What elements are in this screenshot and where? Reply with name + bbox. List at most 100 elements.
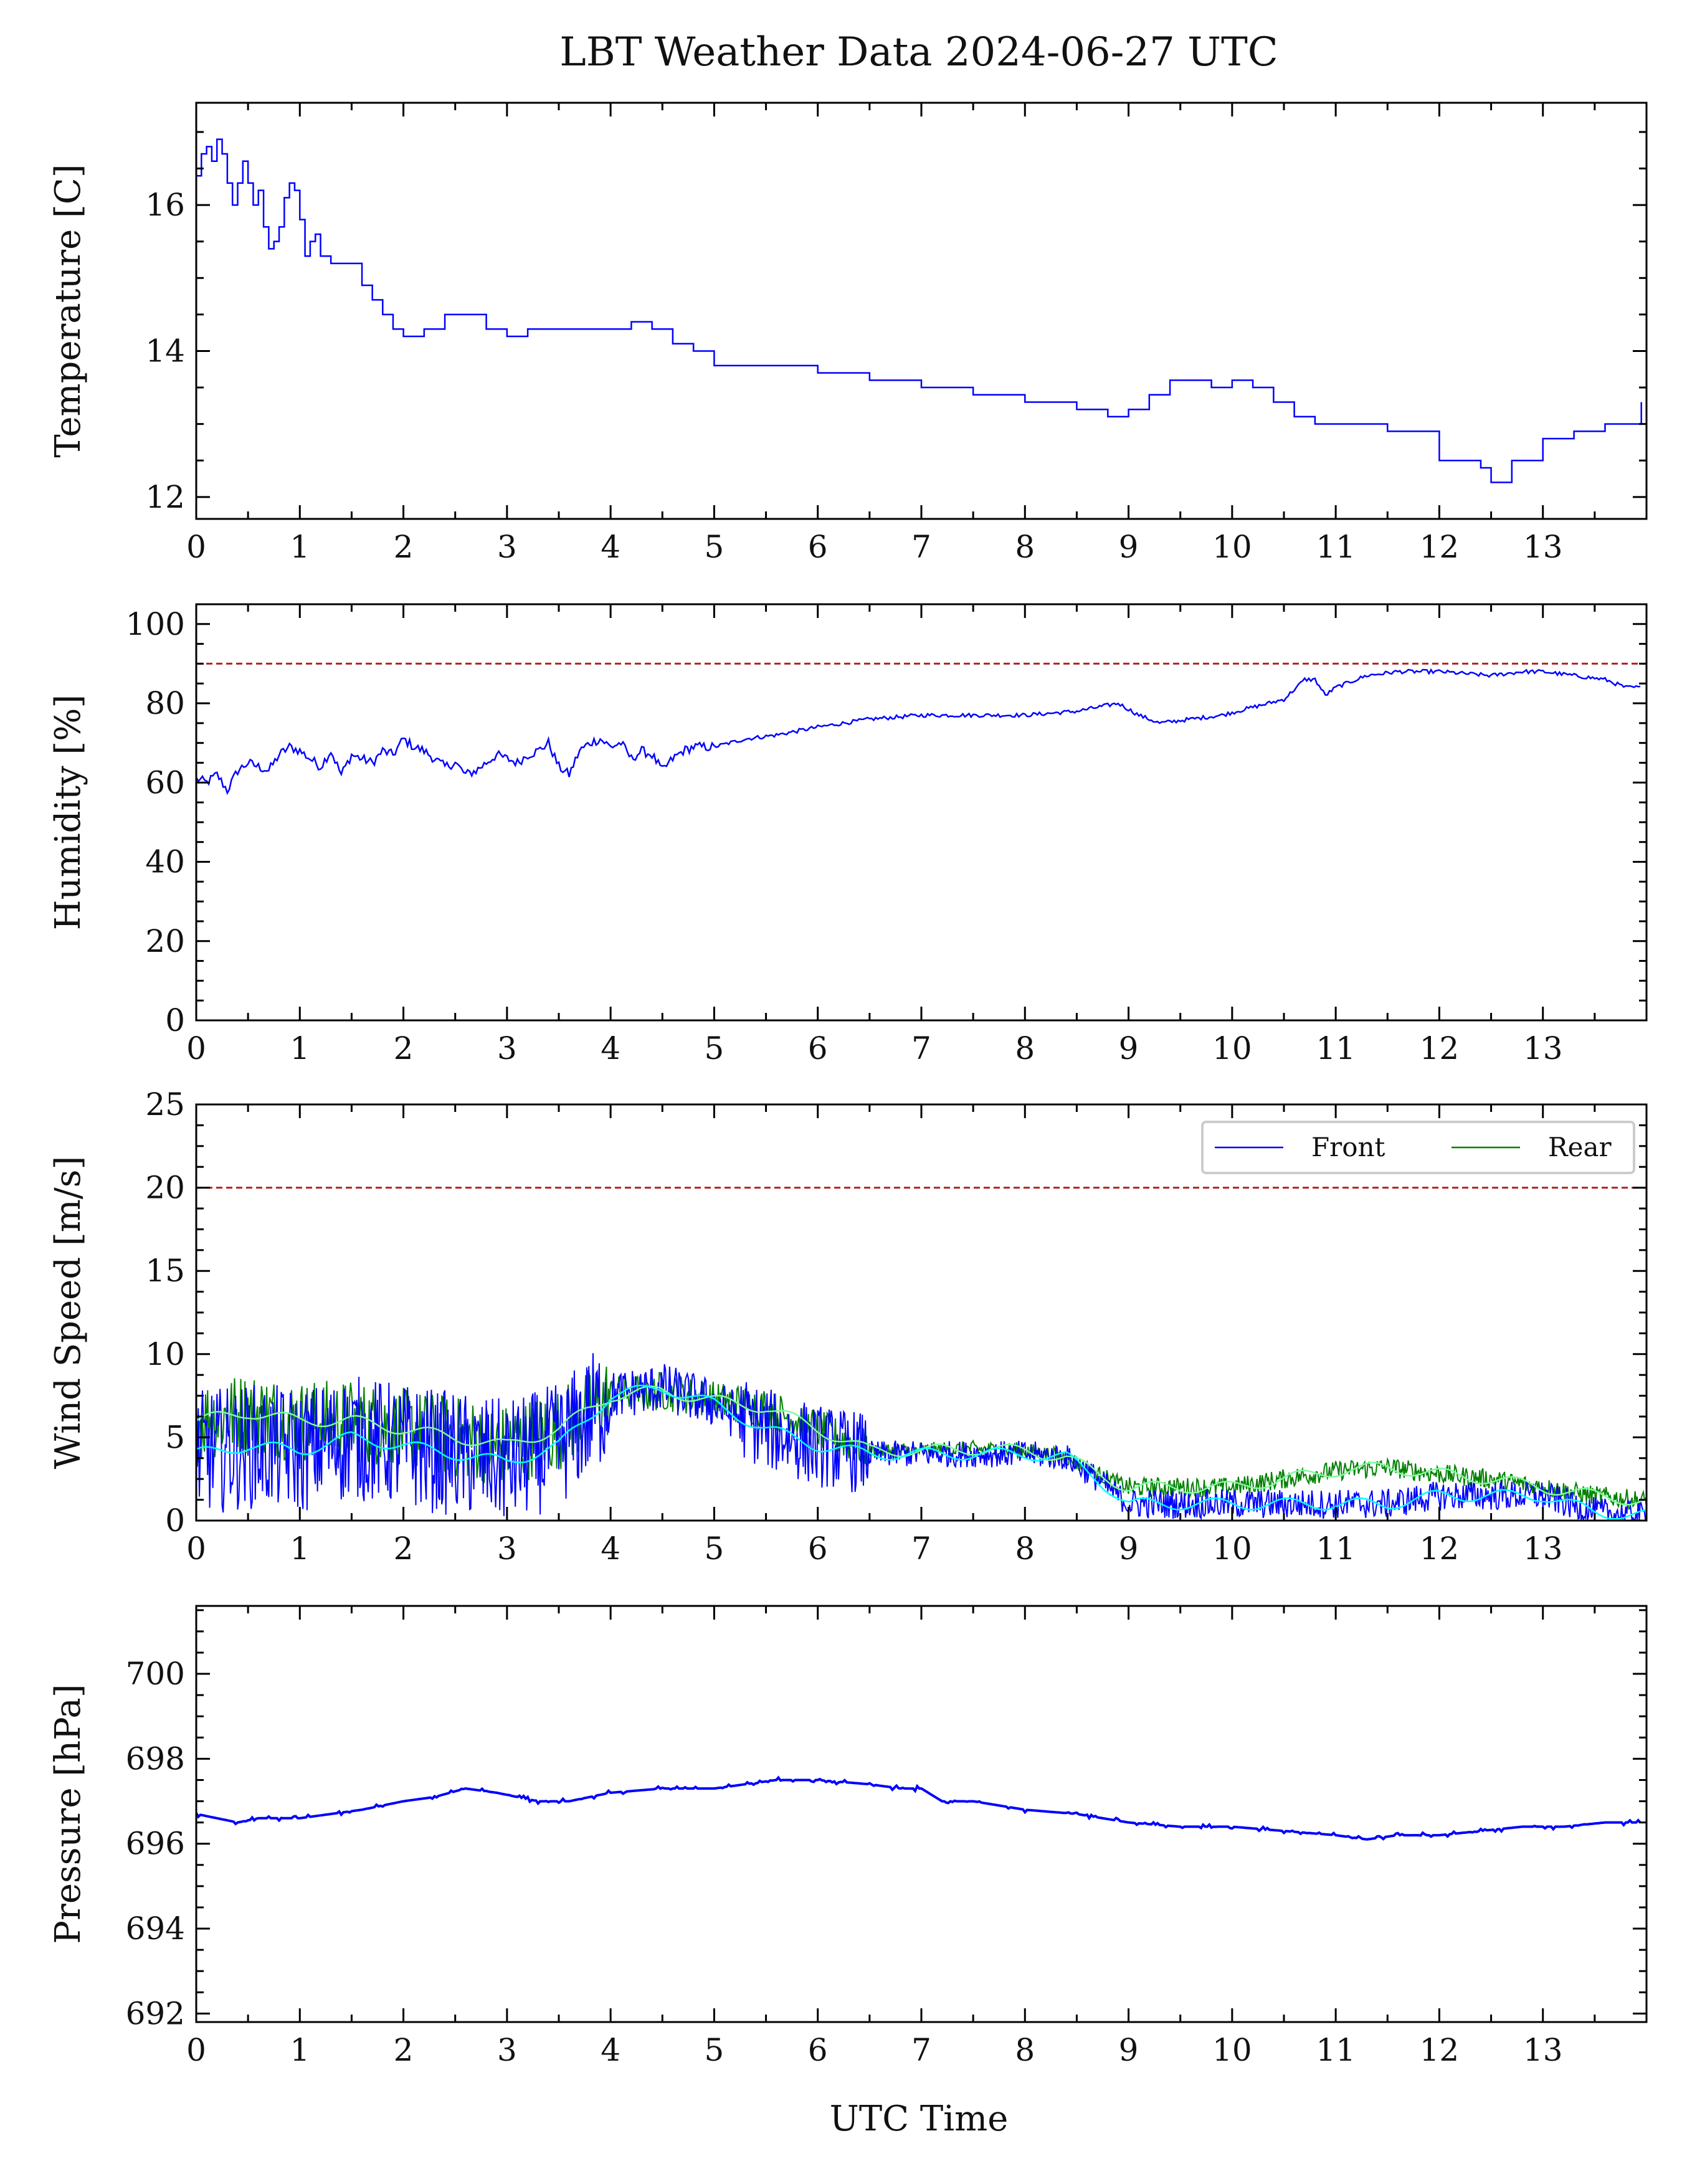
legend-box <box>1201 1121 1635 1174</box>
series-line-pressure <box>196 1775 1642 1841</box>
series-line-temperature <box>196 138 1642 483</box>
x-tick-label: 2 <box>394 1531 414 1567</box>
y-tick-label: 694 <box>126 1911 185 1947</box>
x-tick-label: 13 <box>1523 2032 1563 2068</box>
x-tick-label: 6 <box>808 2032 828 2068</box>
y-tick-label: 40 <box>145 844 185 880</box>
x-tick-label: 8 <box>1015 2032 1035 2068</box>
x-tick-label: 10 <box>1212 1531 1252 1567</box>
x-tick-label: 10 <box>1212 1030 1252 1066</box>
y-axis-label: Wind Speed [m/s] <box>48 1156 88 1469</box>
y-tick-label: 15 <box>145 1253 185 1289</box>
y-tick-label: 20 <box>145 923 185 959</box>
series-line-humidity <box>196 668 1641 795</box>
series-line-front <box>196 1353 1646 1521</box>
y-tick-label: 10 <box>145 1336 185 1372</box>
x-tick-label: 2 <box>394 2032 414 2068</box>
x-tick-label: 2 <box>394 529 414 565</box>
x-tick-label: 3 <box>497 529 517 565</box>
x-tick-label: 1 <box>290 2032 310 2068</box>
x-tick-label: 10 <box>1212 2032 1252 2068</box>
x-tick-label: 6 <box>808 1030 828 1066</box>
figure-title: LBT Weather Data 2024-06-27 UTC <box>559 29 1278 75</box>
y-tick-label: 0 <box>165 1002 185 1038</box>
x-tick-label: 7 <box>911 1030 931 1066</box>
x-tick-label: 11 <box>1316 2032 1356 2068</box>
y-tick-label: 5 <box>165 1419 185 1455</box>
y-tick-label: 700 <box>126 1656 185 1692</box>
panel-pressure: 0 1 2 3 4 5 6 7 8 9 10 11 12 13692694696698700Pressur… <box>48 1605 1648 2068</box>
x-tick-label: 2 <box>394 1030 414 1066</box>
series-smooth-front <box>196 1384 1646 1520</box>
y-tick-label: 0 <box>165 1503 185 1539</box>
x-tick-label: 6 <box>808 529 828 565</box>
plot-area-wind <box>196 1353 1646 1521</box>
x-tick-label: 5 <box>705 2032 725 2068</box>
x-tick-label: 12 <box>1420 2032 1460 2068</box>
x-tick-label: 0 <box>186 529 206 565</box>
x-tick-label: 0 <box>186 1030 206 1066</box>
x-tick-label: 4 <box>601 1531 620 1567</box>
y-tick-label: 100 <box>126 606 185 642</box>
series-smooth-rear <box>196 1385 1646 1506</box>
x-tick-label: 9 <box>1119 1531 1139 1567</box>
y-tick-label: 12 <box>145 479 185 515</box>
y-tick-label: 14 <box>145 333 185 369</box>
y-axis-label: Temperature [C] <box>48 164 88 457</box>
y-tick-label: 60 <box>145 764 185 800</box>
x-tick-label: 3 <box>497 2032 517 2068</box>
x-tick-label: 6 <box>808 1531 828 1567</box>
y-tick-label: 20 <box>145 1170 185 1206</box>
y-axis-label: Pressure [hPa] <box>48 1684 88 1944</box>
x-tick-label: 9 <box>1119 529 1139 565</box>
x-tick-label: 13 <box>1523 529 1563 565</box>
x-tick-label: 11 <box>1316 529 1356 565</box>
x-tick-label: 10 <box>1212 529 1252 565</box>
x-tick-label: 13 <box>1523 1030 1563 1066</box>
legend-label-front: Front <box>1311 1132 1385 1162</box>
x-tick-label: 8 <box>1015 529 1035 565</box>
x-tick-label: 7 <box>911 1531 931 1567</box>
x-tick-label: 7 <box>911 2032 931 2068</box>
x-tick-label: 12 <box>1420 529 1460 565</box>
x-tick-label: 5 <box>705 1531 725 1567</box>
x-tick-label: 1 <box>290 529 310 565</box>
y-tick-label: 80 <box>145 685 185 721</box>
x-tick-label: 9 <box>1119 1030 1139 1066</box>
y-tick-label: 16 <box>145 187 185 223</box>
x-tick-label: 0 <box>186 2032 206 2068</box>
x-tick-label: 4 <box>601 1030 620 1066</box>
plot-area-humidity <box>196 668 1641 795</box>
y-tick-label: 25 <box>145 1086 185 1123</box>
x-tick-label: 5 <box>705 1030 725 1066</box>
x-tick-label: 11 <box>1316 1531 1356 1567</box>
x-tick-label: 7 <box>911 529 931 565</box>
x-tick-label: 12 <box>1420 1030 1460 1066</box>
y-tick-label: 696 <box>126 1826 185 1862</box>
x-axis-label: UTC Time <box>830 2099 1009 2139</box>
x-tick-label: 3 <box>497 1030 517 1066</box>
x-tick-label: 12 <box>1420 1531 1460 1567</box>
x-tick-label: 5 <box>705 529 725 565</box>
x-tick-label: 13 <box>1523 1531 1563 1567</box>
x-tick-label: 8 <box>1015 1030 1035 1066</box>
x-tick-label: 1 <box>290 1531 310 1567</box>
x-tick-label: 8 <box>1015 1531 1035 1567</box>
x-tick-label: 0 <box>186 1531 206 1567</box>
x-tick-label: 1 <box>290 1030 310 1066</box>
y-axis-label: Humidity [%] <box>48 695 88 931</box>
x-tick-label: 11 <box>1316 1030 1356 1066</box>
legend-label-rear: Rear <box>1548 1132 1612 1162</box>
legend: Front Rear <box>1201 1121 1635 1174</box>
y-tick-label: 692 <box>126 1995 185 2031</box>
y-tick-label: 698 <box>126 1740 185 1777</box>
x-tick-label: 3 <box>497 1531 517 1567</box>
x-tick-label: 4 <box>601 2032 620 2068</box>
x-tick-label: 9 <box>1119 2032 1139 2068</box>
